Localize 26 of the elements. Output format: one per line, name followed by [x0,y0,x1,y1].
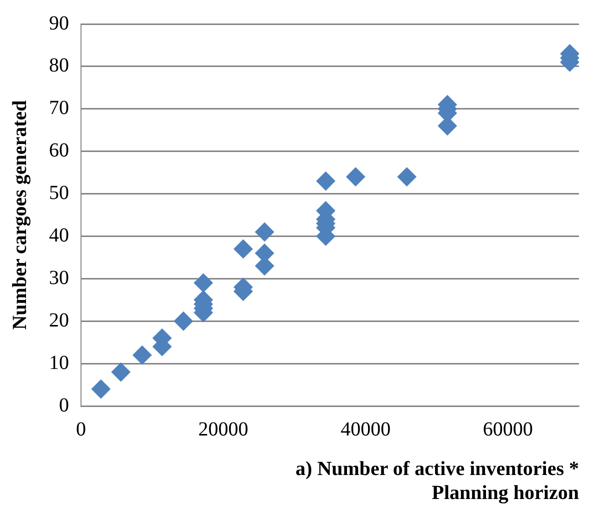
x-tick-label: 20000 [198,418,248,440]
point [194,273,213,292]
x-axis-title: a) Number of active inventories * Planning horizon [296,458,579,504]
y-tick-label: 10 [49,352,69,374]
y-axis-title: Number cargoes generated [9,100,32,330]
x-tick-label: 0 [76,418,86,440]
y-tick-label: 40 [49,224,69,246]
point [174,312,193,331]
point [91,380,110,399]
point [397,167,416,186]
point [111,362,130,382]
y-tick-label: 80 [49,54,69,77]
y-tick-label: 30 [49,266,69,289]
point [346,167,366,186]
y-tick-label: 20 [49,309,69,332]
point [234,239,253,258]
x-tick-label: 40000 [340,418,391,440]
point [316,172,336,191]
y-tick-label: 0 [59,394,69,416]
y-tick-label: 60 [49,140,69,162]
x-tick-label: 60000 [482,418,533,440]
y-tick-label: 50 [49,182,69,204]
y-tick-label: 90 [49,12,69,34]
y-tick-label: 70 [49,97,69,120]
point [255,222,274,242]
point [132,346,152,365]
